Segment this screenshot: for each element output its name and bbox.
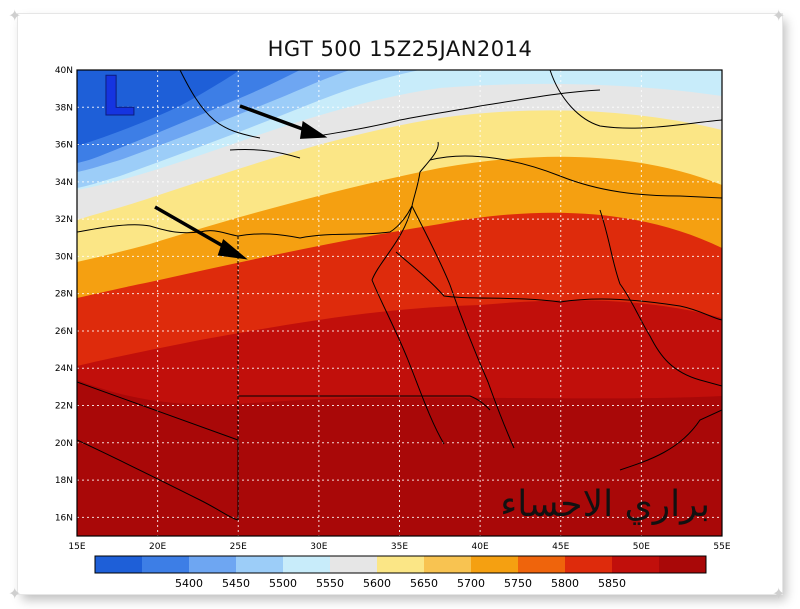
map-title: HGT 500 15Z25JAN2014: [267, 37, 533, 61]
arrow-2-head-icon: [217, 239, 248, 260]
caspian-border: [549, 70, 722, 129]
colorbar-label: 5650: [410, 577, 438, 590]
colorbar: 5400 5450 5500 5550 5600 5650 5700 5750 5800 5850: [94, 555, 707, 590]
colorbar-label: 5800: [551, 577, 579, 590]
lon-tick-label: 35E: [391, 542, 408, 552]
colorbar-swatch: [142, 556, 190, 573]
lat-tick-label: 40N: [55, 66, 73, 76]
lon-tick-label: 55E: [713, 542, 730, 552]
arabia-north-border: [395, 251, 722, 321]
plot-border: [76, 69, 723, 537]
colorbar-swatch: [565, 556, 613, 573]
longitude-labels: 15E 20E 25E 30E 35E 40E 45E 50E 55E: [68, 542, 730, 552]
lon-tick-label: 15E: [68, 542, 85, 552]
coastlines: [77, 70, 722, 521]
colorbar-swatch: [95, 556, 143, 573]
colorbar-swatch: [189, 556, 237, 573]
corner-ornament-icon: ✦: [772, 6, 786, 25]
lat-tick-label: 30N: [55, 252, 73, 262]
latitude-labels: 40N 38N 36N 34N 32N 30N 28N 26N 24N 22N 20N 18N 16N: [55, 66, 73, 523]
colorbar-label: 5400: [175, 577, 203, 590]
lon-tick-label: 45E: [552, 542, 569, 552]
colorbar-label: 5500: [269, 577, 297, 590]
lat-tick-label: 20N: [55, 439, 73, 449]
colorbar-swatch: [471, 556, 519, 573]
lon-tick-label: 50E: [633, 542, 650, 552]
lat-tick-label: 18N: [55, 476, 73, 486]
yemen-border: [619, 409, 722, 471]
niger-border: [77, 439, 239, 521]
turkey-coast: [317, 89, 601, 137]
colorbar-swatch: [612, 556, 660, 573]
colorbar-label: 5700: [457, 577, 485, 590]
north-africa-coast: [77, 141, 439, 239]
corner-ornament-icon: ✦: [8, 584, 22, 603]
band-5400: [77, 70, 240, 146]
lat-tick-label: 24N: [55, 364, 73, 374]
lat-tick-label: 16N: [55, 513, 73, 523]
greece-coast: [179, 70, 261, 139]
colorbar-swatch: [659, 556, 707, 573]
corner-ornament-icon: ✦: [8, 6, 22, 25]
corner-ornament-icon: ✦: [772, 584, 786, 603]
colorbar-swatch: [330, 556, 378, 573]
low-pressure-marker: L: [100, 65, 136, 128]
red-sea-east: [411, 205, 515, 449]
gulf-coast: [599, 209, 722, 387]
lat-tick-label: 38N: [55, 103, 73, 113]
chad-border: [77, 381, 239, 520]
colorbar-border: [94, 555, 707, 574]
lat-tick-label: 28N: [55, 290, 73, 300]
egypt-sudan-border: [238, 395, 491, 411]
colorbar-label: 5750: [504, 577, 532, 590]
arrow-1: [239, 104, 309, 133]
lon-tick-label: 25E: [230, 542, 247, 552]
colorbar-label: 5550: [316, 577, 344, 590]
crete-coast: [229, 149, 301, 159]
colorbar-swatch: [236, 556, 284, 573]
arrow-2: [154, 205, 231, 252]
lon-tick-label: 40E: [472, 542, 489, 552]
lon-tick-label: 30E: [310, 542, 327, 552]
colorbar-swatch: [377, 556, 425, 573]
lon-tick-label: 20E: [149, 542, 166, 552]
lat-tick-label: 32N: [55, 215, 73, 225]
turkey-iraq-border: [429, 155, 722, 199]
colorbar-label: 5450: [222, 577, 250, 590]
lat-tick-label: 22N: [55, 402, 73, 412]
colorbar-label: 5850: [598, 577, 626, 590]
arrow-1-head-icon: [299, 121, 328, 139]
lat-tick-label: 34N: [55, 178, 73, 188]
annotation-arrows: [154, 104, 328, 260]
lat-tick-label: 36N: [55, 141, 73, 151]
colorbar-swatch: [518, 556, 566, 573]
colorbar-swatch: [283, 556, 331, 573]
watermark-text: براري الاحساء: [500, 484, 710, 525]
lat-tick-label: 26N: [55, 327, 73, 337]
red-sea-west: [371, 205, 445, 445]
colorbar-label: 5600: [363, 577, 391, 590]
colorbar-swatch: [424, 556, 472, 573]
